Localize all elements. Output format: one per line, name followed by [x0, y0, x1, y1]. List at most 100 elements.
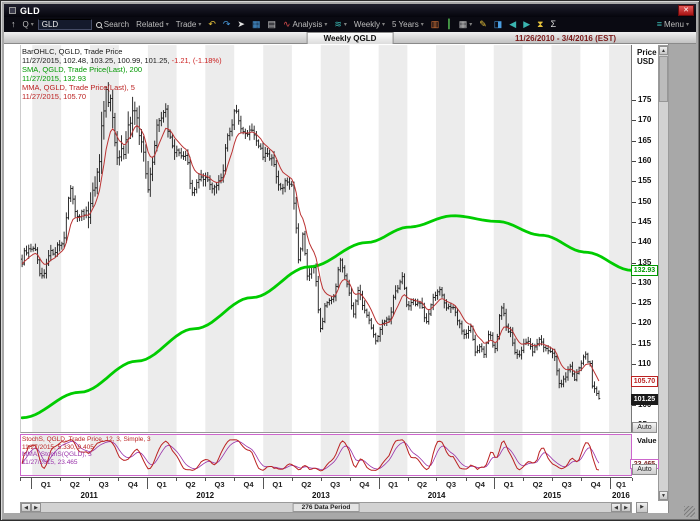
quarter-label: Q1: [156, 480, 167, 489]
trade-button[interactable]: Trade ▾: [173, 18, 205, 31]
axis-tick: [263, 478, 264, 489]
value-axis-auto-button[interactable]: Auto: [632, 464, 657, 475]
price-tick: [632, 201, 636, 203]
horizontal-scrollbar[interactable]: ◀ ▶ 276 Data Period ◀ ▶: [20, 502, 632, 513]
vertical-scrollbar-thumb[interactable]: [659, 56, 668, 102]
vertical-scrollbar[interactable]: ▲ ▼: [658, 45, 669, 501]
scroll-right-page-button[interactable]: ◀: [611, 503, 621, 512]
price-tick: [632, 262, 636, 264]
price-tick-label: 175: [638, 95, 652, 104]
page-button[interactable]: ▤: [264, 18, 279, 31]
menu-button[interactable]: ≡ Menu ▾: [654, 18, 692, 31]
menu-label: Menu: [663, 20, 684, 29]
frequency-button[interactable]: Weekly ▾: [351, 18, 388, 31]
range-button[interactable]: 5 Years ▾: [389, 18, 427, 31]
quarter-label: Q2: [185, 480, 196, 489]
quarter-label: Q2: [532, 480, 543, 489]
price-tick-label: 150: [638, 196, 652, 206]
close-button[interactable]: ✕: [678, 5, 694, 16]
grid-caret-icon: ▾: [469, 22, 473, 28]
trade-label: Trade: [175, 20, 197, 29]
search-icon: [95, 21, 102, 28]
axis-tick: [552, 478, 554, 481]
scroll-down-button[interactable]: ▼: [659, 491, 668, 500]
price-tick: [632, 100, 636, 101]
axis-tick: [407, 478, 409, 481]
symbol-up-icon: ↑: [11, 19, 16, 29]
axis-tick: [610, 478, 611, 489]
legend-line: 11/27/2015, 102.48, 103.25, 100.99, 101.…: [22, 56, 222, 65]
stochastic-legend: StochS, QGLD, Trade Price, 12, 3, Simple…: [22, 436, 151, 466]
legend-segment: 11/27/2015, 132.93: [22, 74, 87, 83]
legend-line: SMA, QGLD, Trade Price(Last), 200: [22, 65, 222, 74]
quarter-label: Q4: [590, 480, 601, 489]
legend-line: MMA, QGLD, Trade Price(Last), 5: [22, 83, 222, 92]
bars-button[interactable]: ┃: [443, 18, 454, 31]
undo-icon: ↶: [208, 19, 216, 29]
back-button[interactable]: ◀: [506, 18, 519, 31]
quarter-label: Q4: [243, 480, 254, 489]
legend-segment: SMA, QGLD, Trade Price(Last), 200: [22, 65, 143, 74]
stochastic-chart[interactable]: [21, 435, 631, 475]
legend-line: 11/27/2015, 5.330, 9.405: [22, 444, 151, 452]
axis-tick: [234, 478, 235, 481]
scroll-left-button[interactable]: ◀: [21, 503, 31, 512]
range-label: 5 Years: [392, 20, 419, 29]
analysis-label: Analysis: [292, 20, 323, 29]
axis-tick: [349, 478, 351, 481]
scroll-up-button[interactable]: ▲: [659, 46, 668, 55]
price-axis-title: Price USD: [637, 48, 657, 66]
related-button[interactable]: Related ▾: [133, 18, 172, 31]
grid-button[interactable]: ▦ ▾: [456, 18, 476, 31]
chart-title-tab[interactable]: Weekly QGLD: [306, 32, 394, 44]
price-tick: [632, 323, 636, 325]
scroll-left-page-button[interactable]: ▶: [31, 503, 41, 512]
main-price-chart[interactable]: [20, 45, 632, 433]
legend-segment: 11/27/2015, 5.330, 9.405: [22, 443, 94, 451]
year-label: 2014: [427, 491, 446, 500]
axis-tick: [320, 478, 322, 481]
axis-tick: [436, 478, 438, 481]
sum-button[interactable]: Σ: [547, 18, 559, 31]
legend-line: StochS, QGLD, Trade Price, 12, 3, Simple…: [22, 436, 151, 444]
legend-segment: StochS, QGLD, Trade Price, 12, 3, Simple…: [22, 436, 151, 443]
forward-icon: ▶: [523, 19, 531, 29]
analysis-caret-icon: ▾: [324, 22, 328, 28]
symbol-input[interactable]: [37, 19, 92, 30]
axis-tick: [176, 478, 178, 481]
analysis-button[interactable]: ∿ Analysis ▾: [280, 18, 330, 31]
sma-price-flag: 132.93: [631, 265, 658, 277]
cursor-button[interactable]: ➤: [234, 18, 248, 31]
search-button[interactable]: Search: [93, 18, 132, 31]
scroll-right-button[interactable]: ▶: [621, 503, 631, 512]
frequency-label: Weekly: [353, 20, 381, 29]
quarter-label: Q4: [474, 480, 485, 489]
waves-button[interactable]: ≋ ▾: [331, 18, 350, 31]
year-label: 2012: [196, 491, 215, 500]
price-tick: [632, 242, 636, 244]
undo-button[interactable]: ↶: [205, 18, 219, 31]
frequency-caret-icon: ▾: [382, 22, 386, 28]
timer-button[interactable]: ⧗: [534, 18, 546, 31]
quarter-label: Q3: [214, 480, 225, 489]
annotate-button[interactable]: ✎: [476, 18, 490, 31]
quote-type-button[interactable]: Q ▾: [20, 18, 37, 31]
quarter-label: Q1: [388, 480, 399, 489]
stochastic-panel: [20, 434, 632, 476]
axis-tick: [60, 478, 62, 481]
scroll-far-right-button[interactable]: ▶: [636, 502, 648, 513]
main-chart-legend: BarOHLC, QGLD, Trade Price 11/27/2015, 10…: [22, 47, 222, 101]
redo-button[interactable]: ↷: [220, 18, 234, 31]
quarter-label: Q1: [272, 480, 283, 489]
price-axis-auto-button[interactable]: Auto: [632, 422, 657, 433]
value-axis-title: Value: [637, 436, 657, 445]
resize-grip[interactable]: [684, 506, 695, 517]
price-tick-label: 130: [638, 277, 652, 287]
menu-caret-icon: ▾: [685, 22, 689, 28]
axis-tick: [118, 478, 120, 481]
forward-button[interactable]: ▶: [520, 18, 533, 31]
compare-button[interactable]: ◨: [491, 18, 506, 31]
chart-style-button[interactable]: ▥: [428, 18, 443, 31]
layout-button[interactable]: ▦: [249, 18, 264, 31]
symbol-up-button[interactable]: ↑: [8, 18, 19, 31]
